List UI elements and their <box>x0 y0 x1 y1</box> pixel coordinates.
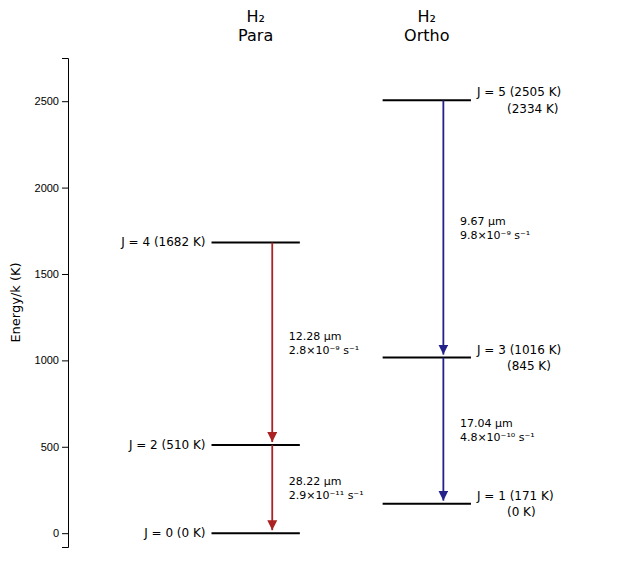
level-label: J = 5 (2505 K) <box>476 85 561 99</box>
tick-mark <box>62 533 68 534</box>
tick: 1500 <box>35 268 68 280</box>
tick-mark <box>62 101 68 102</box>
group-title-line: Para <box>238 26 273 45</box>
tick-label: 1500 <box>35 268 59 280</box>
transition-label-line: 4.8×10⁻¹⁰ s⁻¹ <box>460 431 535 444</box>
transition-label-line: 9.67 μm <box>460 215 506 228</box>
group-title: H₂Ortho <box>404 7 449 45</box>
transition-label: 9.67 μm9.8×10⁻⁹ s⁻¹ <box>460 215 530 242</box>
marks <box>212 100 471 533</box>
energy-level <box>212 242 300 244</box>
group-title-line: Ortho <box>404 26 449 45</box>
level-sublabel: (2334 K) <box>507 102 559 116</box>
group-title-line: H₂ <box>246 7 264 26</box>
level-sublabel: (845 K) <box>507 359 551 373</box>
tick-mark <box>62 274 68 275</box>
transition-label-line: 17.04 μm <box>460 417 513 430</box>
energy-level <box>383 503 471 505</box>
tick: 1000 <box>35 354 68 366</box>
tick-label: 2500 <box>35 95 59 107</box>
transition-label-line: 2.8×10⁻⁹ s⁻¹ <box>289 344 359 357</box>
level-label: J = 2 (510 K) <box>128 438 206 452</box>
plot: 0 500 1000 1500 2000 2500 J = 0 (0 K) J = 2 (51… <box>35 59 562 548</box>
level-sublabel: (0 K) <box>507 505 536 519</box>
tick: 0 <box>53 527 68 539</box>
transition-label: 17.04 μm4.8×10⁻¹⁰ s⁻¹ <box>460 417 535 444</box>
group-title-line: H₂ <box>418 7 436 26</box>
transition-label-line: 2.9×10⁻¹¹ s⁻¹ <box>289 489 364 502</box>
transition-label-line: 12.28 μm <box>289 330 342 343</box>
transition-label-line: 28.22 μm <box>289 475 342 488</box>
axis-line <box>62 59 69 548</box>
level-label: J = 0 (0 K) <box>143 526 205 540</box>
level-label: J = 3 (1016 K) <box>476 343 561 357</box>
annotations: J = 0 (0 K) J = 2 (510 K) J = 4 (1682 K) 12… <box>120 85 561 539</box>
group-title: H₂Para <box>238 7 273 45</box>
level-label: J = 4 (1682 K) <box>120 235 205 249</box>
transition-label: 12.28 μm2.8×10⁻⁹ s⁻¹ <box>289 330 359 357</box>
tick-label: 500 <box>41 441 59 453</box>
tick: 500 <box>41 441 68 453</box>
tick: 2000 <box>35 182 68 194</box>
energy-level <box>212 444 300 446</box>
transition-arrow <box>442 100 444 354</box>
transition-arrow <box>271 243 273 443</box>
tick-mark <box>62 360 68 361</box>
tick-label: 0 <box>53 527 59 539</box>
axis-title: Energy/k (K) <box>8 262 23 342</box>
level-label: J = 1 (171 K) <box>476 489 554 503</box>
tick-label: 1000 <box>35 354 59 366</box>
transition-label-line: 9.8×10⁻⁹ s⁻¹ <box>460 229 530 242</box>
tick-label: 2000 <box>35 182 59 194</box>
tick-mark <box>62 447 68 448</box>
energy-level <box>383 99 471 101</box>
energy-level <box>383 357 471 359</box>
y-axis: 0 500 1000 1500 2000 2500 <box>35 59 69 548</box>
tick-mark <box>62 188 68 189</box>
energy-level <box>212 532 300 534</box>
chart: 0 500 1000 1500 2000 2500 J = 0 (0 K) J = 2 (51… <box>0 0 640 567</box>
transition-arrow <box>442 358 444 501</box>
transition-label: 28.22 μm2.9×10⁻¹¹ s⁻¹ <box>289 475 364 502</box>
tick: 2500 <box>35 95 68 107</box>
transition-arrow <box>271 445 273 530</box>
